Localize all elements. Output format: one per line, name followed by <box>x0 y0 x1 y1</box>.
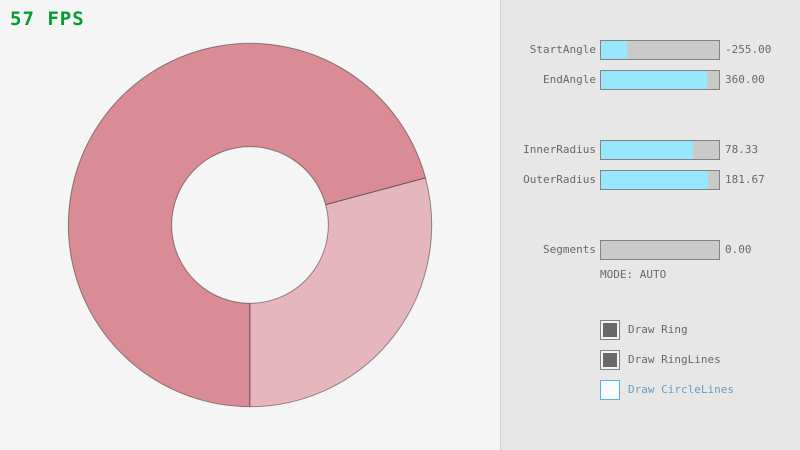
innerradius-value: 78.33 <box>725 143 759 156</box>
fps-counter: 57 FPS <box>10 8 85 30</box>
innerradius-slider[interactable] <box>600 140 720 160</box>
mode-indicator: MODE: AUTO <box>600 268 667 281</box>
outerradius-label: OuterRadius <box>523 173 596 186</box>
draw-ring-checkbox[interactable] <box>600 320 620 340</box>
segments-slider[interactable] <box>600 240 720 260</box>
outerradius-value: 181.67 <box>725 173 765 186</box>
slider-fill <box>601 171 709 189</box>
draw-circlelines-label: Draw CircleLines <box>628 383 734 396</box>
checkmark-icon <box>603 353 617 367</box>
slider-row-segments: Segments 0.00 <box>0 240 800 260</box>
ring-sector-dark <box>67 42 427 408</box>
outerradius-slider[interactable] <box>600 170 720 190</box>
segments-value: 0.00 <box>725 243 752 256</box>
slider-fill <box>601 141 694 159</box>
ring-chart <box>67 42 433 408</box>
slider-row-endangle: EndAngle 360.00 <box>0 70 800 90</box>
ring-sector-light <box>249 177 433 408</box>
slider-row-startangle: StartAngle -255.00 <box>0 40 800 60</box>
slider-row-innerradius: InnerRadius 78.33 <box>0 140 800 160</box>
draw-ringlines-label: Draw RingLines <box>628 353 721 366</box>
endangle-label: EndAngle <box>543 73 596 86</box>
endangle-value: 360.00 <box>725 73 765 86</box>
checkbox-row-draw-ringlines: Draw RingLines <box>600 350 800 370</box>
slider-fill <box>601 41 627 59</box>
slider-row-outerradius: OuterRadius 181.67 <box>0 170 800 190</box>
checkbox-row-draw-circlelines: Draw CircleLines <box>600 380 800 400</box>
startangle-label: StartAngle <box>529 43 596 56</box>
checkbox-row-draw-ring: Draw Ring <box>600 320 800 340</box>
endangle-slider[interactable] <box>600 70 720 90</box>
innerradius-label: InnerRadius <box>523 143 596 156</box>
draw-ringlines-checkbox[interactable] <box>600 350 620 370</box>
startangle-slider[interactable] <box>600 40 720 60</box>
slider-fill <box>601 71 708 89</box>
draw-circlelines-checkbox[interactable] <box>600 380 620 400</box>
startangle-value: -255.00 <box>725 43 772 56</box>
draw-ring-label: Draw Ring <box>628 323 688 336</box>
checkmark-icon <box>603 323 617 337</box>
segments-label: Segments <box>543 243 596 256</box>
